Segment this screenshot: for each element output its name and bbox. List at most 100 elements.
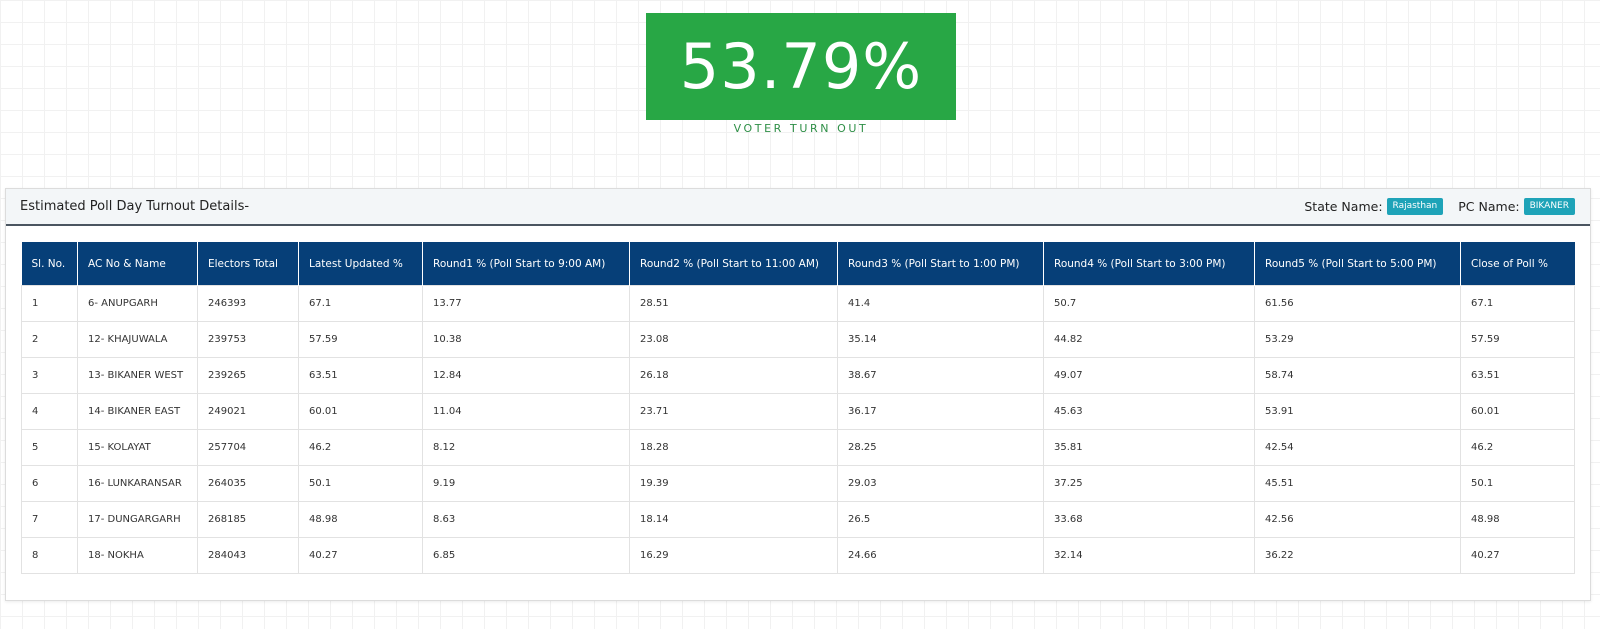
table-cell: 19.39: [629, 465, 838, 502]
table-cell: 63.51: [1460, 357, 1575, 394]
table-cell: 239265: [197, 357, 299, 394]
table-cell: 23.08: [629, 321, 838, 358]
table-cell: 50.1: [1460, 465, 1575, 502]
column-header: Round3 % (Poll Start to 1:00 PM): [837, 242, 1044, 286]
table-cell: 57.59: [1460, 321, 1575, 358]
table-cell: 264035: [197, 465, 299, 502]
column-header: Round4 % (Poll Start to 3:00 PM): [1043, 242, 1255, 286]
table-cell: 29.03: [837, 465, 1044, 502]
table-header: Sl. No. AC No & Name Electors Total Latest …: [21, 242, 1575, 286]
table-cell: 13- BIKANER WEST: [77, 357, 198, 394]
table-cell: 48.98: [298, 501, 423, 538]
table-cell: 28.51: [629, 285, 838, 322]
table-cell: 12.84: [422, 357, 630, 394]
table-cell: 18.14: [629, 501, 838, 538]
table-row: 2 12- KHAJUWALA 239753 57.59 10.38 23.08 35.14…: [21, 321, 1575, 358]
table-cell: 3: [21, 357, 78, 394]
column-header: Electors Total: [197, 242, 299, 286]
table-cell: 10.38: [422, 321, 630, 358]
column-header: Round2 % (Poll Start to 11:00 AM): [629, 242, 838, 286]
table-cell: 9.19: [422, 465, 630, 502]
panel-title: Estimated Poll Day Turnout Details-: [20, 199, 250, 214]
turnout-table: Sl. No. AC No & Name Electors Total Latest …: [21, 242, 1575, 574]
table-row: 8 18- NOKHA 284043 40.27 6.85 16.29 24.66 32.14…: [21, 537, 1575, 574]
table-cell: 246393: [197, 285, 299, 322]
table-cell: 268185: [197, 501, 299, 538]
voter-turnout-card: 53.79%: [646, 13, 956, 120]
table-cell: 7: [21, 501, 78, 538]
column-header: AC No & Name: [77, 242, 198, 286]
table-cell: 4: [21, 393, 78, 430]
table-cell: 24.66: [837, 537, 1044, 574]
table-cell: 49.07: [1043, 357, 1255, 394]
table-header-row: Sl. No. AC No & Name Electors Total Latest …: [21, 242, 1575, 286]
table-cell: 8.12: [422, 429, 630, 466]
table-cell: 6- ANUPGARH: [77, 285, 198, 322]
table-cell: 35.81: [1043, 429, 1255, 466]
table-cell: 15- KOLAYAT: [77, 429, 198, 466]
table-cell: 42.54: [1254, 429, 1461, 466]
table-cell: 35.14: [837, 321, 1044, 358]
column-header: Round1 % (Poll Start to 9:00 AM): [422, 242, 630, 286]
table-cell: 48.98: [1460, 501, 1575, 538]
table-cell: 67.1: [1460, 285, 1575, 322]
turnout-details-panel: Estimated Poll Day Turnout Details- Stat…: [5, 188, 1591, 601]
table-cell: 1: [21, 285, 78, 322]
table-cell: 257704: [197, 429, 299, 466]
table-cell: 6: [21, 465, 78, 502]
table-cell: 50.7: [1043, 285, 1255, 322]
table-cell: 57.59: [298, 321, 423, 358]
column-header: Sl. No.: [21, 242, 78, 286]
table-cell: 61.56: [1254, 285, 1461, 322]
table-cell: 44.82: [1043, 321, 1255, 358]
table-row: 3 13- BIKANER WEST 239265 63.51 12.84 26.18 38…: [21, 357, 1575, 394]
pc-name-badge: BIKANER: [1523, 198, 1575, 215]
table-cell: 53.29: [1254, 321, 1461, 358]
table-cell: 63.51: [298, 357, 423, 394]
table-cell: 45.51: [1254, 465, 1461, 502]
table-cell: 17- DUNGARGARH: [77, 501, 198, 538]
table-cell: 36.22: [1254, 537, 1461, 574]
table-cell: 2: [21, 321, 78, 358]
column-header: Round5 % (Poll Start to 5:00 PM): [1254, 242, 1461, 286]
turnout-table-wrapper: Sl. No. AC No & Name Electors Total Latest …: [21, 242, 1575, 574]
table-cell: 37.25: [1043, 465, 1255, 502]
table-cell: 60.01: [298, 393, 423, 430]
table-cell: 284043: [197, 537, 299, 574]
table-cell: 23.71: [629, 393, 838, 430]
table-cell: 50.1: [298, 465, 423, 502]
table-cell: 16.29: [629, 537, 838, 574]
pc-name-label: PC Name:: [1458, 199, 1520, 214]
table-cell: 28.25: [837, 429, 1044, 466]
table-cell: 38.67: [837, 357, 1044, 394]
table-row: 4 14- BIKANER EAST 249021 60.01 11.04 23.71 36…: [21, 393, 1575, 430]
table-cell: 58.74: [1254, 357, 1461, 394]
table-cell: 26.5: [837, 501, 1044, 538]
table-cell: 6.85: [422, 537, 630, 574]
table-cell: 60.01: [1460, 393, 1575, 430]
table-cell: 16- LUNKARANSAR: [77, 465, 198, 502]
table-cell: 36.17: [837, 393, 1044, 430]
table-cell: 8.63: [422, 501, 630, 538]
panel-meta: State Name: Rajasthan PC Name: BIKANER: [1304, 198, 1575, 215]
table-cell: 239753: [197, 321, 299, 358]
table-row: 7 17- DUNGARGARH 268185 48.98 8.63 18.14 26.5 3…: [21, 501, 1575, 538]
table-cell: 32.14: [1043, 537, 1255, 574]
table-cell: 53.91: [1254, 393, 1461, 430]
table-cell: 33.68: [1043, 501, 1255, 538]
table-row: 5 15- KOLAYAT 257704 46.2 8.12 18.28 28.25 35.8…: [21, 429, 1575, 466]
voter-turnout-label: VOTER TURN OUT: [733, 122, 869, 135]
table-row: 6 16- LUNKARANSAR 264035 50.1 9.19 19.39 29.03…: [21, 465, 1575, 502]
state-name-label: State Name:: [1304, 199, 1383, 214]
column-header: Latest Updated %: [298, 242, 423, 286]
table-cell: 67.1: [298, 285, 423, 322]
voter-turnout-value: 53.79%: [679, 29, 923, 103]
table-row: 1 6- ANUPGARH 246393 67.1 13.77 28.51 41.4 50.7…: [21, 285, 1575, 322]
panel-header: Estimated Poll Day Turnout Details- Stat…: [6, 189, 1590, 226]
table-cell: 8: [21, 537, 78, 574]
table-cell: 5: [21, 429, 78, 466]
table-cell: 46.2: [298, 429, 423, 466]
table-cell: 26.18: [629, 357, 838, 394]
table-cell: 18.28: [629, 429, 838, 466]
table-cell: 45.63: [1043, 393, 1255, 430]
